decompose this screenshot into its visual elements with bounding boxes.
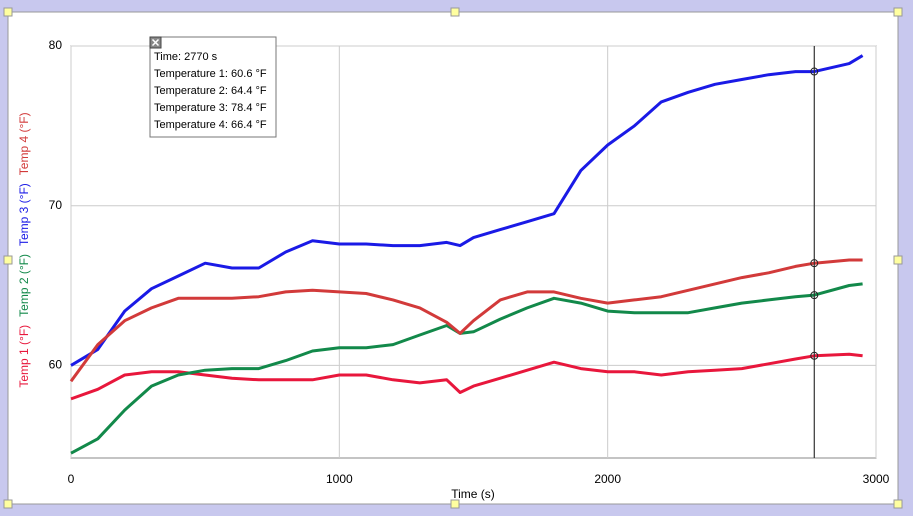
handle — [3, 255, 13, 265]
tooltip: Time: 2770 s Temperature 1: 60.6 °F Temper… — [149, 36, 277, 138]
series-line — [70, 352, 863, 401]
close-icon — [151, 38, 160, 47]
x-tick-label: 3000 — [863, 472, 890, 486]
axis-label-part: Temp 3 (°F) — [17, 183, 31, 246]
x-axis-label: Time (s) — [451, 487, 495, 501]
y-tick-label: 80 — [49, 38, 63, 52]
tooltip-line: Time: 2770 s — [154, 51, 218, 63]
cursor-point — [810, 259, 819, 268]
x-tick-label: 2000 — [594, 472, 621, 486]
handle — [450, 499, 460, 509]
cursor-point — [810, 351, 819, 360]
series-line — [70, 282, 863, 455]
tooltip-line: Temperature 3: 78.4 °F — [154, 102, 267, 114]
cursor-point — [810, 291, 819, 300]
y-tick-label: 70 — [49, 198, 63, 212]
series-line — [70, 54, 864, 367]
handle — [893, 499, 903, 509]
x-tick-label: 0 — [68, 472, 75, 486]
axis-label-part: Temp 4 (°F) — [17, 112, 31, 175]
series-line — [69, 258, 863, 383]
handle — [450, 7, 460, 17]
x-tick-label: 1000 — [326, 472, 353, 486]
tooltip-line: Temperature 2: 64.4 °F — [154, 85, 267, 97]
axis-label-part: Temp 1 (°F) — [17, 325, 31, 388]
handle — [3, 7, 13, 17]
cursor-point — [810, 67, 819, 76]
handle — [893, 7, 903, 17]
tooltip-box — [149, 36, 277, 138]
handle — [893, 255, 903, 265]
handle — [3, 499, 13, 509]
resize-handles — [3, 7, 903, 509]
y-axis-label: Temp 1 (°F) Temp 2 (°F) Temp 3 (°F) Temp 4 … — [17, 112, 31, 387]
tooltip-line: Temperature 4: 66.4 °F — [154, 119, 267, 131]
axis-label-part: Temp 2 (°F) — [17, 254, 31, 317]
y-tick-label: 60 — [49, 358, 63, 372]
tooltip-line: Temperature 1: 60.6 °F — [154, 68, 267, 80]
